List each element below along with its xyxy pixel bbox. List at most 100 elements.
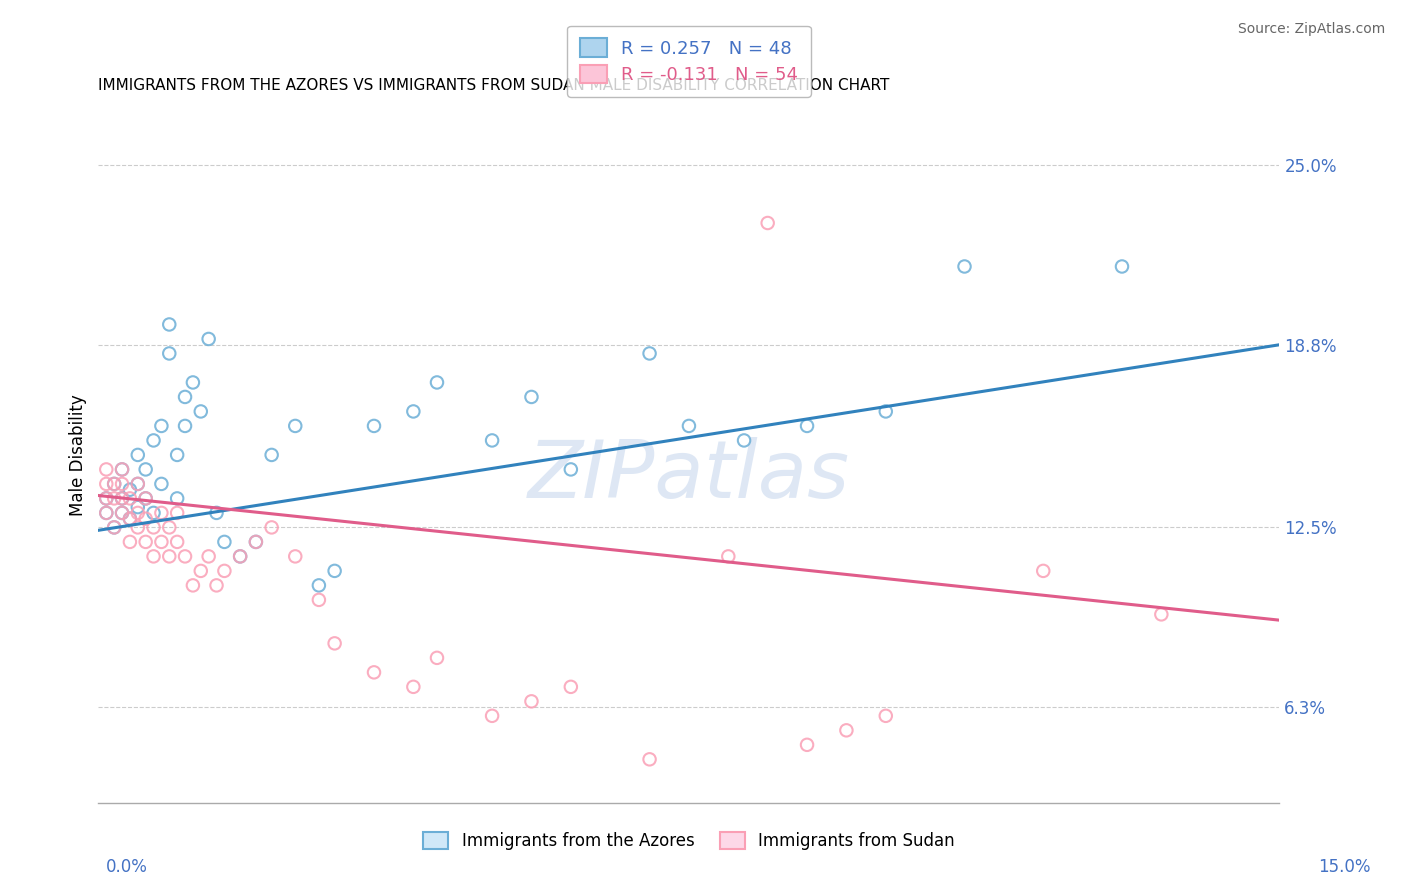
Point — [214, 564, 236, 578]
Point — [638, 752, 661, 766]
Point — [135, 491, 157, 506]
Text: 15.0%: 15.0% — [1319, 858, 1371, 876]
Point — [174, 419, 197, 434]
Y-axis label: Male Disability: Male Disability — [69, 394, 87, 516]
Point — [875, 708, 897, 723]
Point — [205, 506, 228, 520]
Point — [111, 491, 134, 506]
Point — [308, 592, 330, 607]
Point — [118, 512, 141, 526]
Text: Source: ZipAtlas.com: Source: ZipAtlas.com — [1237, 22, 1385, 37]
Point — [323, 636, 346, 650]
Point — [796, 419, 818, 434]
Point — [260, 520, 283, 534]
Point — [111, 462, 134, 476]
Point — [1032, 564, 1054, 578]
Point — [157, 318, 180, 332]
Point — [260, 448, 283, 462]
Point — [118, 535, 141, 549]
Point — [111, 476, 134, 491]
Point — [127, 476, 149, 491]
Point — [174, 549, 197, 564]
Point — [756, 216, 779, 230]
Point — [229, 549, 252, 564]
Point — [111, 506, 134, 520]
Point — [135, 462, 157, 476]
Point — [308, 578, 330, 592]
Point — [157, 549, 180, 564]
Point — [103, 491, 125, 506]
Point — [118, 512, 141, 526]
Point — [323, 564, 346, 578]
Point — [111, 506, 134, 520]
Text: 0.0%: 0.0% — [105, 858, 148, 876]
Point — [127, 448, 149, 462]
Point — [174, 390, 197, 404]
Point — [142, 506, 165, 520]
Point — [245, 535, 267, 549]
Point — [733, 434, 755, 448]
Point — [111, 462, 134, 476]
Point — [166, 491, 188, 506]
Point — [363, 665, 385, 680]
Point — [96, 506, 118, 520]
Point — [103, 520, 125, 534]
Point — [481, 434, 503, 448]
Point — [229, 549, 252, 564]
Point — [214, 535, 236, 549]
Point — [118, 483, 141, 497]
Point — [245, 535, 267, 549]
Point — [142, 434, 165, 448]
Point — [284, 549, 307, 564]
Text: IMMIGRANTS FROM THE AZORES VS IMMIGRANTS FROM SUDAN MALE DISABILITY CORRELATION : IMMIGRANTS FROM THE AZORES VS IMMIGRANTS… — [98, 78, 890, 94]
Point — [426, 376, 449, 390]
Point — [157, 520, 180, 534]
Point — [103, 476, 125, 491]
Point — [481, 708, 503, 723]
Point — [520, 694, 543, 708]
Point — [166, 535, 188, 549]
Point — [190, 404, 212, 418]
Point — [678, 419, 700, 434]
Point — [96, 462, 118, 476]
Point — [197, 549, 219, 564]
Point — [284, 419, 307, 434]
Point — [875, 404, 897, 418]
Point — [150, 476, 173, 491]
Point — [560, 680, 582, 694]
Point — [150, 506, 173, 520]
Point — [197, 332, 219, 346]
Point — [150, 535, 173, 549]
Point — [1150, 607, 1173, 622]
Point — [953, 260, 976, 274]
Point — [181, 578, 204, 592]
Point — [190, 564, 212, 578]
Point — [118, 491, 141, 506]
Text: ZIPatlas: ZIPatlas — [527, 437, 851, 515]
Point — [402, 404, 425, 418]
Point — [127, 506, 149, 520]
Point — [135, 491, 157, 506]
Point — [402, 680, 425, 694]
Point — [520, 390, 543, 404]
Point — [150, 419, 173, 434]
Point — [127, 520, 149, 534]
Point — [166, 506, 188, 520]
Point — [181, 376, 204, 390]
Point — [796, 738, 818, 752]
Point — [96, 476, 118, 491]
Point — [103, 476, 125, 491]
Point — [135, 535, 157, 549]
Point — [127, 476, 149, 491]
Point — [157, 346, 180, 360]
Point — [560, 462, 582, 476]
Point — [426, 651, 449, 665]
Point — [142, 549, 165, 564]
Point — [166, 448, 188, 462]
Point — [363, 419, 385, 434]
Point — [111, 491, 134, 506]
Point — [205, 578, 228, 592]
Point — [717, 549, 740, 564]
Point — [638, 346, 661, 360]
Legend: Immigrants from the Azores, Immigrants from Sudan: Immigrants from the Azores, Immigrants f… — [416, 826, 962, 857]
